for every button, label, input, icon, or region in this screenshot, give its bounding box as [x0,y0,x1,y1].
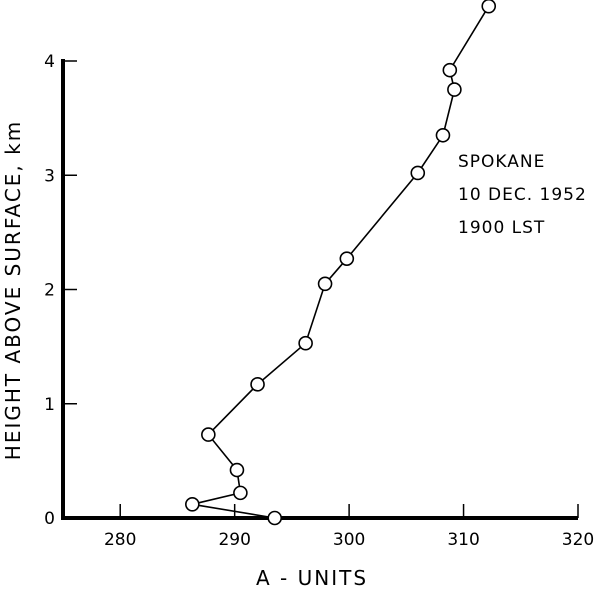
x-tick-label: 320 [562,530,594,550]
data-point [185,496,200,512]
y-tick-label: 2 [44,281,55,301]
x-tick-label: 280 [104,530,136,550]
data-point [435,127,451,143]
annotation-line-3: 1900 LST [458,218,545,238]
y-tick-label: 3 [44,166,55,186]
y-axis-title: HEIGHT ABOVE SURFACE, km [1,120,25,460]
data-point [442,62,458,78]
data-point [229,462,245,478]
annotation-line-2: 10 DEC. 1952 [458,185,587,205]
axes [61,59,578,520]
data-point [250,377,265,392]
data-series [185,0,497,526]
data-point [233,485,248,501]
data-point [447,82,462,97]
data-point [481,0,497,14]
data-point [267,510,283,526]
data-point [201,427,216,442]
data-point [317,276,333,292]
data-point [298,335,313,351]
x-tick-label: 290 [218,530,250,550]
y-tick-label: 1 [44,395,55,415]
data-point [410,165,426,181]
x-axis-title: A - UNITS [256,566,368,590]
x-tick-label: 310 [447,530,479,550]
annotation-line-1: SPOKANE [458,152,545,172]
y-tick-label: 4 [44,52,55,72]
x-tick-label: 300 [333,530,365,550]
y-tick-label: 0 [44,509,55,529]
data-point [339,251,355,266]
annotation: SPOKANE 10 DEC. 1952 1900 LST [458,152,587,238]
